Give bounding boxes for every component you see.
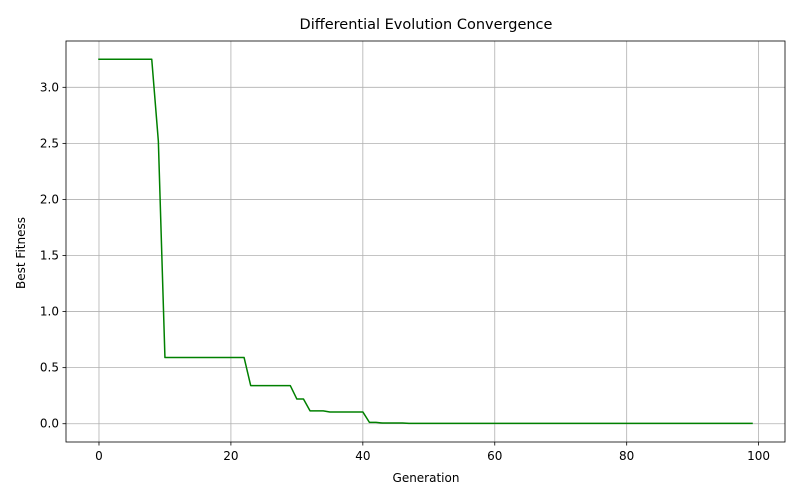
y-tick-label: 0.5 bbox=[40, 361, 59, 375]
x-tick-label: 0 bbox=[95, 449, 103, 463]
x-tick-label: 20 bbox=[223, 449, 238, 463]
y-tick-label: 2.0 bbox=[40, 192, 59, 206]
y-tick-label: 2.5 bbox=[40, 136, 59, 150]
ticks: 0 20 40 60 80 100 0.0 0.5 1.0 1.5 2.0 2.5 3.0 bbox=[40, 80, 770, 463]
y-axis-label: Best Fitness bbox=[14, 217, 28, 289]
y-tick-label: 0.0 bbox=[40, 417, 59, 431]
y-tick-label: 1.5 bbox=[40, 249, 59, 263]
x-axis-label: Generation bbox=[393, 471, 460, 485]
y-tick-label: 1.0 bbox=[40, 305, 59, 319]
x-tick-label: 60 bbox=[487, 449, 502, 463]
y-tick-label: 3.0 bbox=[40, 80, 59, 94]
series-line-0 bbox=[98, 58, 753, 425]
grid-lines bbox=[66, 41, 785, 442]
chart-title: Differential Evolution Convergence bbox=[300, 17, 553, 33]
x-tick-label: 100 bbox=[747, 449, 770, 463]
series-layer bbox=[98, 58, 753, 425]
x-tick-label: 40 bbox=[355, 449, 370, 463]
x-tick-label: 80 bbox=[619, 449, 634, 463]
plot-area-border bbox=[65, 40, 786, 443]
axes-frame bbox=[65, 40, 786, 443]
